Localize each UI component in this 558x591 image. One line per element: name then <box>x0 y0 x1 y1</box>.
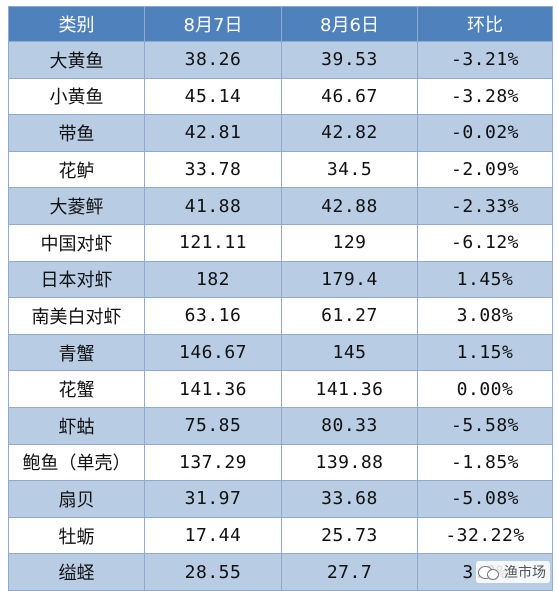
cell-aug7: 38.26 <box>144 41 282 79</box>
cell-aug6: 25.73 <box>281 516 418 555</box>
cell-aug6: 27.7 <box>281 553 418 591</box>
cell-aug6: 179.4 <box>281 260 418 299</box>
watermark: 渔市场 <box>476 561 550 583</box>
table-row: 大菱鲆 41.88 42.88 -2.33% <box>8 187 553 225</box>
cell-change: -2.33% <box>417 187 553 225</box>
cell-aug7: 31.97 <box>144 480 282 518</box>
cell-category: 大菱鲆 <box>8 187 145 225</box>
table-row: 中国对虾 121.11 129 -6.12% <box>8 223 553 262</box>
cell-aug7: 42.81 <box>144 114 282 152</box>
table-row: 花鲈 33.78 34.5 -2.09% <box>8 150 553 189</box>
table-row: 鲍鱼（单壳） 137.29 139.88 -1.85% <box>8 443 553 482</box>
table-row: 日本对虾 182 179.4 1.45% <box>8 260 553 299</box>
cell-change: -3.21% <box>417 41 553 79</box>
cell-aug7: 141.36 <box>144 370 282 408</box>
cell-change: -2.09% <box>417 150 553 189</box>
cell-category: 牡蛎 <box>8 516 145 555</box>
cell-aug6: 80.33 <box>281 406 418 445</box>
header-category: 类别 <box>8 6 145 42</box>
table-row: 扇贝 31.97 33.68 -5.08% <box>8 480 553 518</box>
cell-change: -0.02% <box>417 114 553 152</box>
table-row: 虾蛄 75.85 80.33 -5.58% <box>8 406 553 445</box>
cell-change: -5.08% <box>417 480 553 518</box>
cell-aug7: 45.14 <box>144 77 282 116</box>
table-row: 牡蛎 17.44 25.73 -32.22% <box>8 516 553 555</box>
watermark-text: 渔市场 <box>504 565 546 581</box>
cell-aug6: 42.82 <box>281 114 418 152</box>
cell-aug6: 42.88 <box>281 187 418 225</box>
cell-aug7: 182 <box>144 260 282 299</box>
price-table: 类别 8月7日 8月6日 环比 大黄鱼 38.26 39.53 -3.21% 小黄鱼 45… <box>8 6 553 591</box>
cell-change: -3.28% <box>417 77 553 116</box>
cell-change: -5.58% <box>417 406 553 445</box>
table-row: 南美白对虾 63.16 61.27 3.08% <box>8 297 553 335</box>
cell-aug7: 146.67 <box>144 333 282 372</box>
table-row: 花蟹 141.36 141.36 0.00% <box>8 370 553 408</box>
cell-category: 鲍鱼（单壳） <box>8 443 145 482</box>
cell-aug6: 141.36 <box>281 370 418 408</box>
cell-category: 大黄鱼 <box>8 41 145 79</box>
cell-aug7: 33.78 <box>144 150 282 189</box>
cell-aug7: 17.44 <box>144 516 282 555</box>
cell-aug6: 139.88 <box>281 443 418 482</box>
cell-change: -1.85% <box>417 443 553 482</box>
cell-aug6: 145 <box>281 333 418 372</box>
table-row: 大黄鱼 38.26 39.53 -3.21% <box>8 41 553 79</box>
table-row: 带鱼 42.81 42.82 -0.02% <box>8 114 553 152</box>
cell-category: 扇贝 <box>8 480 145 518</box>
cell-change: -6.12% <box>417 223 553 262</box>
cell-change: 1.45% <box>417 260 553 299</box>
cell-aug7: 28.55 <box>144 553 282 591</box>
cell-aug7: 41.88 <box>144 187 282 225</box>
wechat-icon <box>478 564 500 580</box>
header-aug7: 8月7日 <box>144 6 282 42</box>
cell-category: 青蟹 <box>8 333 145 372</box>
table-body: 大黄鱼 38.26 39.53 -3.21% 小黄鱼 45.14 46.67 -3.28% 带鱼… <box>8 41 553 591</box>
cell-aug6: 33.68 <box>281 480 418 518</box>
cell-category: 日本对虾 <box>8 260 145 299</box>
cell-change: 3.08% <box>417 297 553 335</box>
header-change: 环比 <box>417 6 553 42</box>
cell-category: 南美白对虾 <box>8 297 145 335</box>
cell-aug6: 61.27 <box>281 297 418 335</box>
cell-change: 0.00% <box>417 370 553 408</box>
cell-category: 花鲈 <box>8 150 145 189</box>
table-row: 青蟹 146.67 145 1.15% <box>8 333 553 372</box>
cell-change: -32.22% <box>417 516 553 555</box>
cell-aug6: 129 <box>281 223 418 262</box>
cell-category: 花蟹 <box>8 370 145 408</box>
cell-aug7: 137.29 <box>144 443 282 482</box>
table-row: 小黄鱼 45.14 46.67 -3.28% <box>8 77 553 116</box>
cell-aug7: 121.11 <box>144 223 282 262</box>
cell-category: 中国对虾 <box>8 223 145 262</box>
cell-aug7: 75.85 <box>144 406 282 445</box>
header-row: 类别 8月7日 8月6日 环比 <box>8 6 553 42</box>
cell-category: 虾蛄 <box>8 406 145 445</box>
cell-aug6: 46.67 <box>281 77 418 116</box>
cell-change: 1.15% <box>417 333 553 372</box>
cell-aug6: 34.5 <box>281 150 418 189</box>
cell-category: 带鱼 <box>8 114 145 152</box>
cell-aug6: 39.53 <box>281 41 418 79</box>
cell-aug7: 63.16 <box>144 297 282 335</box>
cell-category: 缢蛏 <box>8 553 145 591</box>
header-aug6: 8月6日 <box>281 6 418 42</box>
cell-category: 小黄鱼 <box>8 77 145 116</box>
